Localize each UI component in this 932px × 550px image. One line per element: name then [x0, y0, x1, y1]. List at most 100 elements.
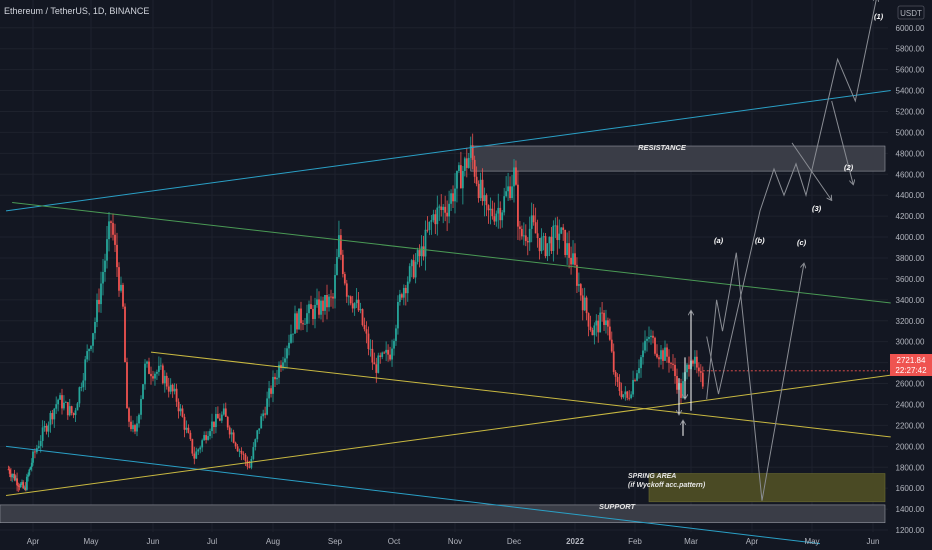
candle-body — [383, 352, 386, 354]
candle-body — [128, 408, 130, 422]
candle-body — [276, 377, 278, 380]
candle-body — [564, 229, 567, 256]
candle-body — [78, 387, 81, 404]
candle-body — [595, 320, 598, 326]
candle-body — [37, 446, 40, 449]
candle-body — [662, 350, 664, 361]
candle-body — [497, 207, 500, 214]
candle-body — [528, 228, 531, 243]
candle-body — [630, 394, 633, 398]
candle-body — [550, 236, 553, 251]
candle-body — [189, 432, 192, 440]
candle-body — [222, 408, 225, 415]
candle-body — [146, 361, 148, 364]
price-tick-label: 3800.00 — [896, 254, 925, 263]
candle-body — [682, 381, 684, 398]
candle-body — [473, 159, 476, 177]
candle-body — [296, 313, 298, 330]
candle-body — [66, 402, 69, 416]
candle-body — [373, 362, 376, 365]
candle-body — [266, 398, 268, 415]
candle-body — [699, 371, 702, 373]
candle-body — [207, 436, 209, 440]
candle-body — [122, 284, 124, 307]
price-tick-label: 1800.00 — [896, 463, 925, 472]
price-tick-label: 3200.00 — [896, 317, 925, 326]
trendlines[interactable] — [5, 90, 891, 545]
projection-paths[interactable] — [679, 0, 877, 501]
candle-body — [55, 404, 58, 409]
candle-body — [440, 206, 443, 211]
candle-body — [351, 303, 354, 309]
price-axis[interactable]: 1200.00 1400.00 1600.00 1800.00 2000.00 2200.… — [896, 24, 925, 535]
price-tick-label: 6000.00 — [896, 24, 925, 33]
currency-badge[interactable]: USDT — [897, 5, 925, 20]
candle-body — [410, 260, 413, 267]
candle-body — [674, 364, 676, 377]
candle-body — [676, 376, 678, 390]
candle-body — [597, 320, 600, 333]
candle-body — [205, 435, 207, 440]
candle-body — [142, 384, 144, 399]
time-axis[interactable]: Apr May Jun Jul Aug Sep Oct Nov Dec 2022 Feb Mar Apr… — [27, 537, 880, 546]
time-tick-label: Jun — [147, 537, 160, 546]
candle-body — [240, 450, 243, 454]
candle-body — [479, 179, 482, 199]
candle-body — [234, 442, 237, 447]
price-tick-label: 4400.00 — [896, 191, 925, 200]
candle-body — [420, 246, 423, 257]
candle-body — [140, 398, 142, 415]
candle-body — [53, 408, 56, 420]
price-tick-label: 1200.00 — [896, 526, 925, 535]
candle-body — [288, 342, 290, 349]
candle-body — [228, 427, 231, 435]
candle-body — [660, 350, 662, 360]
candle-body — [13, 474, 16, 481]
candle-body — [47, 424, 50, 432]
candle-body — [236, 446, 239, 452]
scenario-label-1: (1) — [874, 12, 884, 21]
candle-body — [29, 467, 32, 470]
price-tick-label: 5200.00 — [896, 107, 925, 116]
candle-body — [634, 380, 636, 381]
candle-body — [96, 299, 98, 322]
price-tick-label: 5600.00 — [896, 66, 925, 75]
candle-body — [532, 215, 535, 223]
candle-body — [199, 447, 202, 450]
candle-body — [491, 208, 494, 217]
candle-body — [471, 145, 474, 160]
candle-body — [211, 421, 213, 432]
candle-body — [57, 399, 60, 405]
candle-body — [556, 225, 559, 241]
time-tick-label: Apr — [746, 537, 759, 546]
candle-body — [74, 410, 77, 416]
candle-body — [338, 235, 340, 258]
time-tick-label: Sep — [328, 537, 343, 546]
candle-body — [169, 384, 172, 392]
candle-body — [654, 337, 656, 354]
price-tick-label: 5400.00 — [896, 87, 925, 96]
candle-body — [369, 348, 372, 350]
price-tick-label: 4600.00 — [896, 170, 925, 179]
price-tick-label: 2600.00 — [896, 380, 925, 389]
candle-body — [14, 478, 17, 481]
candle-body — [72, 413, 75, 416]
time-tick-label: Nov — [448, 537, 462, 546]
candle-body — [341, 254, 344, 275]
candle-body — [134, 425, 136, 432]
candle-body — [446, 212, 449, 217]
candle-body — [70, 406, 73, 414]
candle-body — [375, 364, 378, 373]
candle-body — [395, 328, 397, 341]
candle-body — [310, 304, 312, 309]
candle-body — [163, 375, 166, 384]
time-tick-label: Dec — [507, 537, 521, 546]
candle-body — [336, 257, 338, 276]
candle-body — [475, 176, 478, 184]
time-tick-label: Mar — [684, 537, 698, 546]
candle-body — [21, 482, 23, 484]
price-tick-label: 1400.00 — [896, 505, 925, 514]
candle-body — [568, 243, 570, 258]
candle-body — [213, 421, 215, 428]
